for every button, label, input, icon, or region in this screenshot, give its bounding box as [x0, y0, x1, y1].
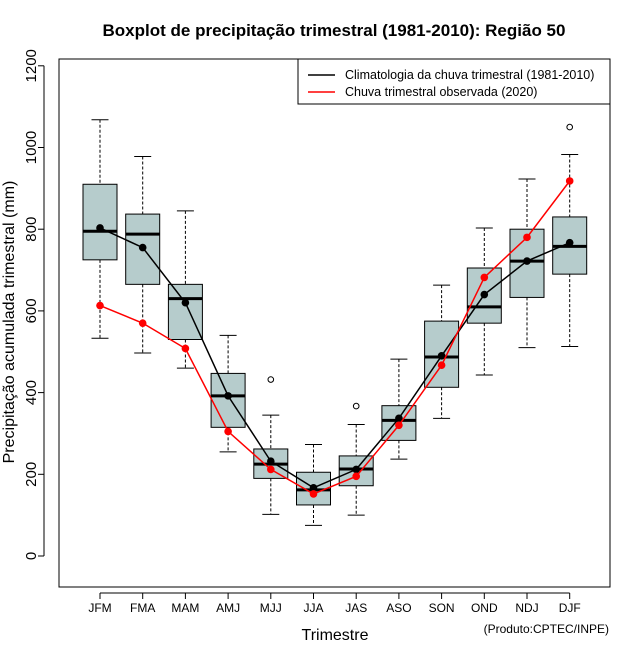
y-axis-label: Precipitação acumulada trimestral (mm) — [1, 181, 18, 464]
legend-label-observed: Chuva trimestral observada (2020) — [345, 85, 537, 99]
y-tick-label: 600 — [23, 298, 40, 323]
x-tick-label: JJA — [303, 601, 323, 615]
y-tick-label: 1200 — [23, 49, 40, 82]
outlier-point — [352, 402, 360, 410]
series-climatology — [96, 224, 574, 492]
outlier-point — [566, 123, 574, 131]
series-point — [480, 290, 489, 299]
y-tick-label: 1000 — [23, 131, 40, 164]
series-point — [395, 421, 403, 430]
series-lines — [96, 177, 574, 498]
series-point — [352, 472, 361, 481]
series-point — [96, 301, 104, 310]
series-point — [480, 273, 489, 282]
box-iqr — [210, 372, 246, 428]
series-point — [96, 224, 104, 232]
y-tick-label: 200 — [23, 462, 40, 487]
x-tick-label: SON — [429, 601, 455, 615]
series-point — [267, 457, 275, 466]
series-point — [565, 177, 574, 185]
series-point — [437, 352, 446, 360]
credit-text: (Produto:CPTEC/INPE) — [484, 622, 609, 636]
outlier-point — [267, 376, 275, 383]
x-tick-label: AMJ — [216, 601, 240, 615]
y-axis: 0 200 400 600 800 1000 1200 — [23, 49, 45, 560]
x-tick-label: OND — [471, 601, 498, 615]
x-tick-label: NDJ — [515, 601, 538, 615]
x-axis: JFM FMA MAM AMJ MJJ JJA JAS ASO SON OND NDJ DJF — [88, 592, 581, 615]
x-tick-label: FMA — [130, 601, 155, 615]
y-tick-label: 0 — [23, 552, 40, 560]
box-djf — [552, 123, 588, 347]
series-line — [99, 227, 570, 489]
x-tick-label: MJJ — [260, 601, 282, 615]
x-tick-label: JAS — [345, 601, 367, 615]
series-point — [138, 319, 147, 327]
x-axis-label: Trimestre — [302, 627, 369, 644]
series-point — [309, 490, 318, 498]
series-point — [565, 238, 574, 247]
series-point — [138, 243, 147, 252]
box-iqr — [167, 283, 203, 340]
chart-title: Boxplot de precipitação trimestral (1981… — [103, 21, 566, 40]
legend: Climatologia da chuva trimestral (1981-2… — [297, 58, 611, 105]
x-tick-label: DJF — [559, 601, 581, 615]
series-point — [267, 465, 275, 474]
box-amj — [210, 334, 246, 453]
series-point — [352, 465, 361, 474]
series-point — [224, 392, 232, 400]
x-tick-label: JFM — [88, 601, 111, 615]
series-point — [309, 483, 318, 492]
series-observed — [96, 177, 574, 498]
box-mam — [167, 210, 203, 369]
series-point — [437, 361, 446, 370]
series-point — [181, 298, 190, 307]
series-point — [523, 257, 531, 265]
x-tick-label: ASO — [386, 601, 411, 615]
series-line — [99, 180, 571, 495]
x-tick-label: MAM — [171, 601, 199, 615]
series-point — [523, 233, 531, 242]
box-fma — [125, 155, 161, 354]
legend-label-climatology: Climatologia da chuva trimestral (1981-2… — [345, 68, 594, 82]
box-son — [424, 284, 460, 419]
series-point — [224, 427, 232, 436]
y-tick-label: 400 — [23, 380, 40, 405]
legend-box — [297, 58, 611, 105]
series-point — [395, 414, 403, 423]
box-jas — [338, 402, 374, 516]
box-iqr — [82, 183, 118, 261]
y-tick-label: 800 — [23, 217, 40, 242]
series-point — [181, 344, 190, 353]
box-group — [82, 119, 588, 526]
box-mjj — [253, 376, 289, 515]
